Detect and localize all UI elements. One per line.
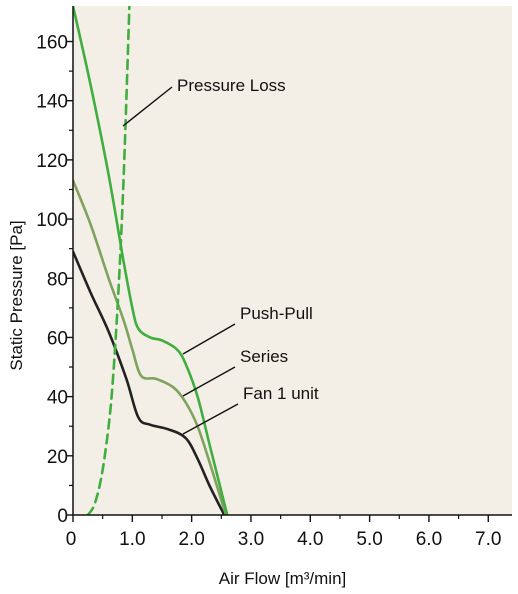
annotation-series: Series bbox=[240, 347, 288, 366]
x-tick-label: 0 bbox=[66, 529, 77, 550]
x-tick-label: 2.0 bbox=[178, 529, 204, 550]
x-tick-label: 4.0 bbox=[297, 529, 323, 550]
x-tick-label: 1.0 bbox=[119, 529, 145, 550]
y-tick-label: 100 bbox=[36, 210, 68, 231]
x-tick-label: 7.0 bbox=[475, 529, 501, 550]
y-tick-label: 80 bbox=[47, 269, 68, 290]
annotation-fan-1-unit: Fan 1 unit bbox=[243, 384, 319, 403]
series-line-fan-1-unit bbox=[73, 250, 226, 515]
y-tick-label: 0 bbox=[57, 506, 68, 527]
series-line-push-pull bbox=[73, 6, 229, 515]
x-tick-label: 5.0 bbox=[356, 529, 382, 550]
annotation-push-pull: Push-Pull bbox=[240, 304, 313, 323]
annotation-pressure-loss: Pressure Loss bbox=[177, 76, 286, 95]
y-tick-label: 60 bbox=[47, 328, 68, 349]
annotation-leader-line bbox=[122, 86, 173, 127]
y-tick-label: 120 bbox=[36, 151, 68, 172]
y-tick-label: 140 bbox=[36, 92, 68, 113]
annotation-leader-line bbox=[182, 323, 236, 355]
x-tick-label: 6.0 bbox=[416, 529, 442, 550]
series-line-pressure-loss bbox=[86, 6, 131, 515]
x-tick-label: 3.0 bbox=[238, 529, 264, 550]
axes-layer: 0 20 40 60 80 100 120 140 160 0 1.0 2.0 3.0 4.0 5.0 6.0… bbox=[36, 6, 512, 550]
annotation-leader-line bbox=[182, 366, 236, 397]
y-tick-label: 160 bbox=[36, 33, 68, 54]
series-line-series bbox=[73, 179, 228, 515]
y-axis-title: Static Pressure [Pa] bbox=[7, 220, 26, 370]
y-tick-label: 20 bbox=[47, 447, 68, 468]
curves-layer bbox=[73, 6, 229, 515]
x-axis-title: Air Flow [m³/min] bbox=[219, 569, 347, 588]
annotation-leaders bbox=[122, 86, 239, 435]
y-tick-label: 40 bbox=[47, 388, 68, 409]
plot-background bbox=[73, 6, 512, 515]
annotation-leader-line bbox=[182, 403, 239, 435]
